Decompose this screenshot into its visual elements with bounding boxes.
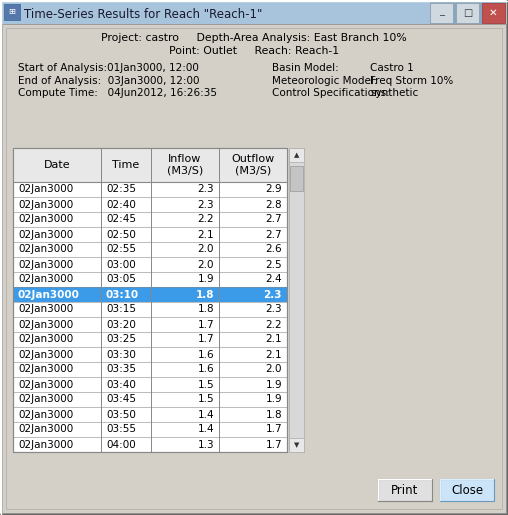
FancyBboxPatch shape <box>289 438 304 452</box>
Text: 02Jan3000: 02Jan3000 <box>18 319 73 330</box>
Text: Basin Model:: Basin Model: <box>272 63 339 73</box>
Text: Outflow
(M3/S): Outflow (M3/S) <box>231 154 275 176</box>
Text: 1.8: 1.8 <box>265 409 282 420</box>
Text: 03:50: 03:50 <box>106 409 136 420</box>
Text: 02Jan3000: 02Jan3000 <box>18 199 73 210</box>
FancyBboxPatch shape <box>13 148 287 182</box>
Text: □: □ <box>463 8 472 18</box>
Text: 1.4: 1.4 <box>198 424 214 435</box>
Text: Print: Print <box>391 484 419 496</box>
Text: 2.0: 2.0 <box>198 260 214 269</box>
Text: 02:50: 02:50 <box>106 230 136 239</box>
Text: 02Jan3000: 02Jan3000 <box>18 335 73 345</box>
Text: 03:40: 03:40 <box>106 380 136 389</box>
Text: 1.5: 1.5 <box>198 394 214 404</box>
Text: 02Jan3000: 02Jan3000 <box>18 424 73 435</box>
Text: 02:40: 02:40 <box>106 199 136 210</box>
Text: 03:00: 03:00 <box>106 260 136 269</box>
Text: Start of Analysis:01Jan3000, 12:00: Start of Analysis:01Jan3000, 12:00 <box>18 63 199 73</box>
Text: Point: Outlet     Reach: Reach-1: Point: Outlet Reach: Reach-1 <box>169 46 339 56</box>
Text: 1.9: 1.9 <box>265 394 282 404</box>
Text: 2.3: 2.3 <box>265 304 282 315</box>
Text: ▼: ▼ <box>294 442 299 448</box>
Text: 03:05: 03:05 <box>106 274 136 284</box>
Text: Time-Series Results for Reach "Reach-1": Time-Series Results for Reach "Reach-1" <box>24 8 262 21</box>
Text: 2.0: 2.0 <box>266 365 282 374</box>
Text: 1.8: 1.8 <box>196 289 214 300</box>
Text: 2.9: 2.9 <box>265 184 282 195</box>
Text: ⊞: ⊞ <box>9 8 16 16</box>
Text: Inflow
(M3/S): Inflow (M3/S) <box>167 154 203 176</box>
FancyBboxPatch shape <box>440 479 494 501</box>
Text: 03:30: 03:30 <box>106 350 136 359</box>
Text: ▲: ▲ <box>294 152 299 158</box>
FancyBboxPatch shape <box>456 3 479 23</box>
Text: 02Jan3000: 02Jan3000 <box>18 394 73 404</box>
FancyBboxPatch shape <box>430 3 453 23</box>
Text: Compute Time:   04Jun2012, 16:26:35: Compute Time: 04Jun2012, 16:26:35 <box>18 88 217 98</box>
Text: 02Jan3000: 02Jan3000 <box>18 289 80 300</box>
Text: 2.7: 2.7 <box>265 230 282 239</box>
Text: 2.6: 2.6 <box>265 245 282 254</box>
Text: 02:45: 02:45 <box>106 215 136 225</box>
Text: 03:45: 03:45 <box>106 394 136 404</box>
Text: Freq Storm 10%: Freq Storm 10% <box>370 76 453 85</box>
FancyBboxPatch shape <box>6 28 502 509</box>
Text: 02Jan3000: 02Jan3000 <box>18 215 73 225</box>
Text: Time: Time <box>112 160 140 170</box>
Text: ─: ─ <box>439 10 444 20</box>
Text: 2.1: 2.1 <box>265 335 282 345</box>
Text: 1.3: 1.3 <box>198 439 214 450</box>
FancyBboxPatch shape <box>2 2 506 24</box>
Text: 1.4: 1.4 <box>198 409 214 420</box>
Text: 1.7: 1.7 <box>265 424 282 435</box>
Text: 04:00: 04:00 <box>106 439 136 450</box>
Text: 2.1: 2.1 <box>265 350 282 359</box>
FancyBboxPatch shape <box>289 148 304 162</box>
Text: Date: Date <box>44 160 70 170</box>
Text: Control Specifications:: Control Specifications: <box>272 88 390 98</box>
Text: 03:55: 03:55 <box>106 424 136 435</box>
Text: 1.9: 1.9 <box>198 274 214 284</box>
Text: 2.3: 2.3 <box>198 184 214 195</box>
Text: 2.4: 2.4 <box>265 274 282 284</box>
Text: Meteorologic Model:: Meteorologic Model: <box>272 76 377 85</box>
Text: 2.7: 2.7 <box>265 215 282 225</box>
Text: 2.3: 2.3 <box>198 199 214 210</box>
Text: 1.6: 1.6 <box>198 365 214 374</box>
Text: 02Jan3000: 02Jan3000 <box>18 184 73 195</box>
Text: Close: Close <box>451 484 483 496</box>
Text: 03:15: 03:15 <box>106 304 136 315</box>
Text: ✕: ✕ <box>489 8 498 18</box>
Text: 1.8: 1.8 <box>198 304 214 315</box>
Text: 1.7: 1.7 <box>265 439 282 450</box>
Text: 02:55: 02:55 <box>106 245 136 254</box>
Text: End of Analysis:  03Jan3000, 12:00: End of Analysis: 03Jan3000, 12:00 <box>18 76 200 85</box>
FancyBboxPatch shape <box>2 2 430 24</box>
Text: 02Jan3000: 02Jan3000 <box>18 439 73 450</box>
FancyBboxPatch shape <box>378 479 432 501</box>
Text: 02Jan3000: 02Jan3000 <box>18 365 73 374</box>
Text: 02Jan3000: 02Jan3000 <box>18 380 73 389</box>
Text: 02Jan3000: 02Jan3000 <box>18 274 73 284</box>
Text: 1.6: 1.6 <box>198 350 214 359</box>
Text: Castro 1: Castro 1 <box>370 63 414 73</box>
Text: 02Jan3000: 02Jan3000 <box>18 409 73 420</box>
Text: 02Jan3000: 02Jan3000 <box>18 304 73 315</box>
Text: 2.2: 2.2 <box>198 215 214 225</box>
Text: 03:35: 03:35 <box>106 365 136 374</box>
FancyBboxPatch shape <box>290 166 303 191</box>
Text: 2.1: 2.1 <box>198 230 214 239</box>
Text: 03:20: 03:20 <box>106 319 136 330</box>
FancyBboxPatch shape <box>2 24 506 513</box>
FancyBboxPatch shape <box>289 148 304 452</box>
FancyBboxPatch shape <box>13 148 287 452</box>
Text: 1.9: 1.9 <box>265 380 282 389</box>
Text: 1.7: 1.7 <box>198 319 214 330</box>
Text: 2.0: 2.0 <box>198 245 214 254</box>
Text: 03:25: 03:25 <box>106 335 136 345</box>
Text: 02Jan3000: 02Jan3000 <box>18 245 73 254</box>
Text: 2.8: 2.8 <box>265 199 282 210</box>
FancyBboxPatch shape <box>4 4 20 20</box>
